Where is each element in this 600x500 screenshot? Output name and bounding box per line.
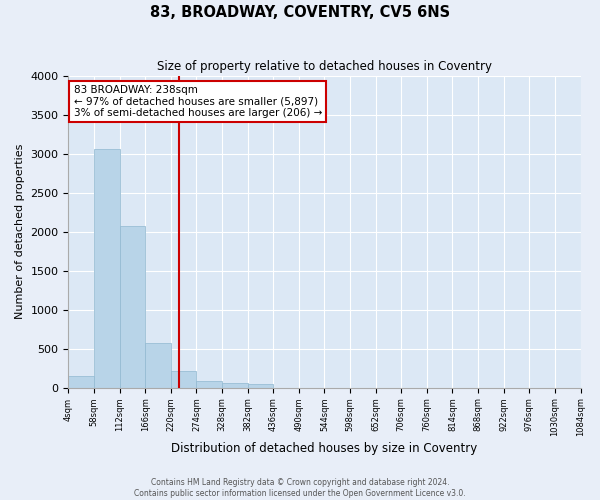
Bar — [196, 382, 222, 388]
Text: 83 BROADWAY: 238sqm
← 97% of detached houses are smaller (5,897)
3% of semi-deta: 83 BROADWAY: 238sqm ← 97% of detached ho… — [74, 85, 322, 118]
X-axis label: Distribution of detached houses by size in Coventry: Distribution of detached houses by size … — [172, 442, 478, 455]
Bar — [145, 343, 171, 388]
Title: Size of property relative to detached houses in Coventry: Size of property relative to detached ho… — [157, 60, 492, 73]
Y-axis label: Number of detached properties: Number of detached properties — [15, 144, 25, 320]
Bar — [94, 149, 119, 388]
Bar — [68, 376, 94, 388]
Text: Contains HM Land Registry data © Crown copyright and database right 2024.
Contai: Contains HM Land Registry data © Crown c… — [134, 478, 466, 498]
Bar — [119, 226, 145, 388]
Text: 83, BROADWAY, COVENTRY, CV5 6NS: 83, BROADWAY, COVENTRY, CV5 6NS — [150, 5, 450, 20]
Bar — [222, 384, 248, 388]
Bar — [248, 384, 273, 388]
Bar — [171, 372, 196, 388]
